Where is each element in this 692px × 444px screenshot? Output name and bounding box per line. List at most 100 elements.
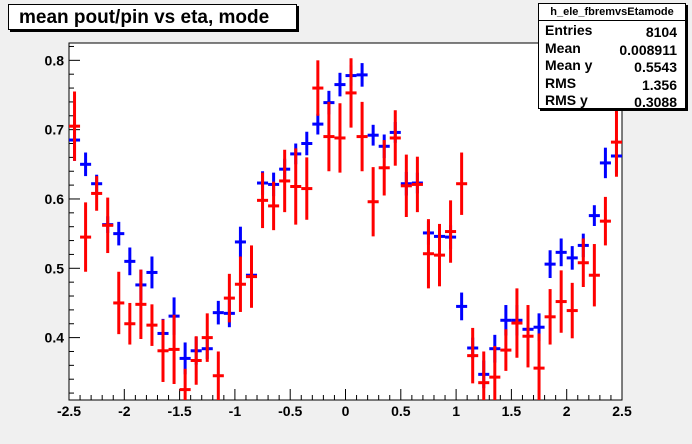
data-point [378,140,390,196]
data-point [356,101,368,172]
x-tick-label: -2 [118,403,131,419]
data-point [312,113,324,135]
data-point [588,205,600,227]
y-tick-label: 0.4 [45,330,65,346]
x-tick-label: 0 [342,403,350,419]
data-point [168,314,180,385]
data-point [179,368,191,400]
data-point [566,282,578,339]
data-point [334,72,346,97]
data-point [511,288,523,358]
data-point [201,313,213,362]
data-point [522,305,534,368]
stats-label: RMS [545,74,577,91]
data-point [257,172,269,229]
stats-value: 0.008911 [619,41,677,58]
data-point [478,351,490,400]
x-tick-label: 0.5 [391,403,411,419]
data-point [610,107,622,177]
data-point [411,156,423,213]
data-point [367,124,379,146]
data-point [588,244,600,307]
stats-histogram-name: h_ele_fbremvsEtamode [539,4,685,21]
data-point [234,226,246,258]
data-point [389,110,401,166]
data-point [234,256,246,312]
x-tick-label: -0.5 [278,403,302,419]
data-marks [69,58,622,400]
stats-box: h_ele_fbremvsEtamode Entries 8104 Mean 0… [538,3,686,110]
data-point [69,91,81,161]
chart-title-box: mean pout/pin vs eta, mode [8,4,297,30]
x-tick-label: 1.5 [502,403,522,419]
stats-row-mean: Mean 0.008911 [539,39,685,58]
y-tick-label: 0.6 [45,191,65,207]
data-point [279,149,291,213]
data-point [212,300,224,325]
data-point [135,269,147,339]
data-point [146,256,158,289]
data-point [566,246,578,270]
data-point [345,58,357,128]
data-point [146,304,158,346]
x-tick-label: -1 [229,403,242,419]
data-point [533,333,545,400]
data-point [577,238,589,288]
stats-value: 1.356 [641,76,677,93]
data-point [301,157,313,220]
data-point [190,336,202,385]
y-tick-label: 0.5 [45,260,65,276]
data-point [456,152,468,215]
stats-value: 0.3088 [634,94,677,110]
stats-row-entries: Entries 8104 [539,21,685,40]
stats-label: Entries [545,22,593,38]
data-point [500,329,512,371]
data-point [433,223,446,287]
x-tick-label: -2.5 [57,403,81,419]
x-tick-label: 2.5 [612,403,632,419]
chart-title: mean pout/pin vs eta, mode [19,7,270,28]
data-point [245,245,258,308]
data-point [445,200,457,263]
data-point [212,351,224,400]
x-tick-label: 2 [563,403,571,419]
stats-row-mean-y: Mean y 0.5543 [539,56,685,75]
y-tick-label: 0.8 [45,52,65,68]
data-point [334,103,346,173]
data-point [80,202,92,272]
x-tick-label: -1.5 [168,403,192,419]
data-point [124,302,136,345]
x-tick-label: 1 [452,403,460,419]
data-point [80,152,92,177]
stats-label: Mean y [545,57,593,73]
data-point [91,176,103,211]
data-point [290,148,302,225]
data-point [157,319,169,382]
stats-row-rms: RMS 1.356 [539,74,685,93]
data-point [467,327,479,384]
stats-row-rms-y: RMS y 0.3088 [539,91,685,110]
y-tick-label: 0.7 [45,122,65,138]
data-point [544,289,556,345]
data-point [555,270,567,333]
data-point [356,63,368,87]
data-point [400,154,412,217]
data-point [599,196,611,246]
axis-ticks: -2.5 -2 -1.5 -1 -0.5 0 0.5 1 1.5 2 2.5 0.4 0.5 0.6 0.7… [45,45,632,419]
stats-value: 8104 [645,24,677,40]
data-point [323,101,335,172]
data-point [301,131,313,156]
data-point [102,197,114,254]
data-point [489,345,501,400]
stats-label: Mean [545,39,581,56]
data-point [555,238,567,267]
stats-label: RMS y [545,92,588,108]
data-point [113,221,125,246]
data-point [113,271,125,335]
data-point [223,273,235,323]
data-point [312,60,324,116]
data-point [599,147,611,179]
plot-frame [68,42,623,401]
data-point [367,167,379,237]
